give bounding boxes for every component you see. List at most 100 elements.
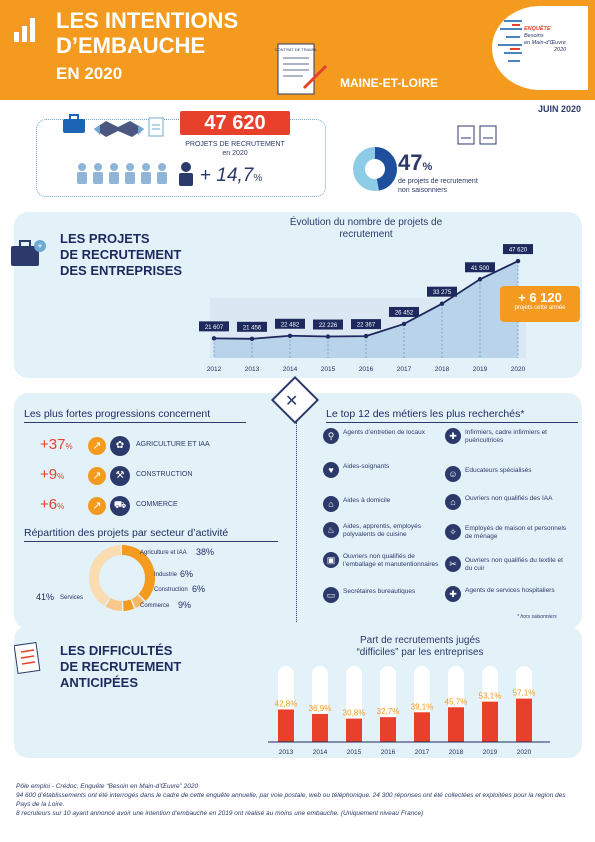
difficulties-chart-title: Part de recrutements jugés “difficiles” … bbox=[356, 635, 484, 658]
x-tick-label: 2019 bbox=[483, 749, 498, 756]
sector-label: Services bbox=[60, 595, 83, 601]
computer-icon: ▭ bbox=[323, 587, 339, 603]
progression-label: COMMERCE bbox=[136, 501, 178, 508]
progression-label: CONSTRUCTION bbox=[136, 471, 193, 478]
x-tick-label: 2017 bbox=[415, 749, 430, 756]
sector-label: Agriculture et IAA bbox=[140, 550, 187, 556]
bar-chart-icon bbox=[14, 16, 38, 42]
non-seasonal-donut bbox=[352, 146, 398, 197]
value-label-bg bbox=[465, 262, 495, 273]
x-tick-label: 2018 bbox=[449, 749, 464, 756]
bmo-logo bbox=[492, 6, 588, 90]
value-label-bg bbox=[503, 244, 533, 255]
sector-donut-chart: Agriculture et IAA 38%Industrie 6%Construc… bbox=[36, 545, 214, 611]
publication-date: JUIN 2020 bbox=[538, 104, 582, 114]
progression-pct: +6% bbox=[40, 496, 65, 513]
briefcase-icon bbox=[62, 114, 86, 139]
sector-label: Industrie bbox=[154, 572, 178, 578]
agriculture-icon: ✿ bbox=[110, 436, 130, 456]
sector-value: 6% bbox=[180, 569, 193, 579]
value-label: 47 620 bbox=[509, 248, 528, 254]
arrow-up-icon: ↗ bbox=[88, 497, 106, 515]
doc-label: CONTRAT DE TRAVAIL bbox=[275, 47, 319, 52]
contract-document-icon: CONTRAT DE TRAVAIL bbox=[270, 40, 332, 96]
bar-fill bbox=[278, 709, 294, 742]
evolution-chart: 21 607 2012 21 456 2013 22 482 2014 22 226 2015… bbox=[199, 244, 533, 373]
home-care-icon: ⌂ bbox=[323, 496, 339, 512]
series-line bbox=[213, 260, 519, 340]
bar-value-label: 53,1% bbox=[479, 692, 502, 701]
projects-caption: PROJETS DE RECRUTEMENT en 2020 bbox=[185, 141, 285, 157]
bar-fill bbox=[346, 718, 362, 742]
x-tick-label: 2020 bbox=[511, 366, 526, 373]
sectors-jobs-panel bbox=[14, 393, 582, 629]
bar-fill bbox=[414, 712, 430, 742]
bar-value-label: 30,8% bbox=[343, 709, 366, 718]
projects-total: 47 620 bbox=[180, 111, 290, 135]
cleaning-spray-icon: ✧ bbox=[445, 524, 461, 540]
footer-notes: Pôle emploi - Crédoc, Enquête “Besoin en… bbox=[16, 783, 566, 817]
sector-value: 9% bbox=[178, 600, 191, 610]
bar-fill bbox=[482, 701, 498, 742]
x-tick-label: 2020 bbox=[517, 749, 532, 756]
box-icon: ▣ bbox=[323, 552, 339, 568]
value-label: 26 452 bbox=[395, 310, 414, 316]
x-tick-label: 2014 bbox=[283, 366, 298, 373]
donut-slice bbox=[89, 545, 155, 611]
non-seasonal-pct: 47% bbox=[398, 150, 433, 175]
bar-value-label: 45,7% bbox=[445, 697, 468, 706]
sector-value: 38% bbox=[196, 547, 214, 557]
value-label: 41 500 bbox=[471, 266, 490, 272]
care-heart-icon: ♥ bbox=[323, 462, 339, 478]
x-tick-label: 2014 bbox=[313, 749, 328, 756]
value-label: 22 367 bbox=[357, 323, 376, 329]
bar-value-label: 39,1% bbox=[411, 702, 434, 711]
progressions-title: Les plus fortes progressions concernent bbox=[24, 408, 246, 423]
svg-text:+: + bbox=[37, 241, 42, 251]
non-seasonal-caption: de projets de recrutement non saisonnier… bbox=[398, 178, 478, 194]
panel-divider bbox=[296, 422, 297, 622]
chart-area bbox=[214, 261, 518, 358]
briefcase-plus-icon: + bbox=[10, 238, 46, 273]
cleaning-icon: ⚲ bbox=[323, 428, 339, 444]
page-title: LES INTENTIONS D’EMBAUCHE bbox=[56, 8, 239, 58]
stethoscope-icon: ✚ bbox=[445, 428, 461, 444]
evolution-chart-title: Évolution du nombre de projets de recrut… bbox=[289, 217, 443, 240]
bar-value-label: 42,8% bbox=[275, 699, 298, 708]
difficulties-title: LES DIFFICULTÉS DE RECRUTEMENT ANTICIPÉE… bbox=[60, 643, 182, 690]
contracts-documents-icon bbox=[456, 124, 500, 151]
construction-icon: ⚒ bbox=[110, 466, 130, 486]
progression-row: +9% ↗ ⚒ CONSTRUCTION bbox=[40, 466, 240, 488]
top-jobs-list: ⚲ Agents d’entretien de locaux ♥ Aides-soi… bbox=[323, 428, 583, 608]
value-label: 33 275 bbox=[433, 290, 452, 296]
arrow-up-icon: ↗ bbox=[88, 437, 106, 455]
region-label: MAINE-ET-LOIRE bbox=[340, 76, 438, 90]
value-label-bg bbox=[275, 318, 305, 329]
value-label-bg bbox=[351, 319, 381, 330]
value-label-bg bbox=[389, 306, 419, 317]
x-tick-label: 2012 bbox=[207, 366, 222, 373]
bar-fill bbox=[516, 698, 532, 742]
sector-title: Répartition des projets par secteur d’ac… bbox=[24, 527, 278, 542]
value-label: 22 226 bbox=[319, 323, 338, 329]
sewing-machine-icon: ✂ bbox=[445, 556, 461, 572]
page-year: EN 2020 bbox=[56, 64, 123, 83]
hospital-icon: ✚ bbox=[445, 586, 461, 602]
sector-value: 6% bbox=[192, 584, 205, 594]
progression-label: AGRICULTURE ET IAA bbox=[136, 441, 210, 448]
bar-fill bbox=[312, 713, 328, 742]
sector-value: 41% bbox=[36, 592, 54, 602]
value-label: 21 607 bbox=[205, 325, 224, 331]
projects-growth: + 14,7% bbox=[200, 165, 263, 186]
value-label: 22 482 bbox=[281, 322, 300, 328]
value-label-bg bbox=[313, 319, 343, 330]
progression-pct: +9% bbox=[40, 466, 65, 483]
value-label-bg bbox=[199, 321, 229, 332]
x-tick-label: 2018 bbox=[435, 366, 450, 373]
donut-slice bbox=[89, 545, 155, 611]
handshake-icon bbox=[92, 113, 146, 146]
progression-row: +37% ↗ ✿ AGRICULTURE ET IAA bbox=[40, 436, 240, 458]
bar-fill bbox=[448, 707, 464, 742]
progression-pct: +37% bbox=[40, 436, 73, 453]
value-label: 21 456 bbox=[243, 325, 262, 331]
